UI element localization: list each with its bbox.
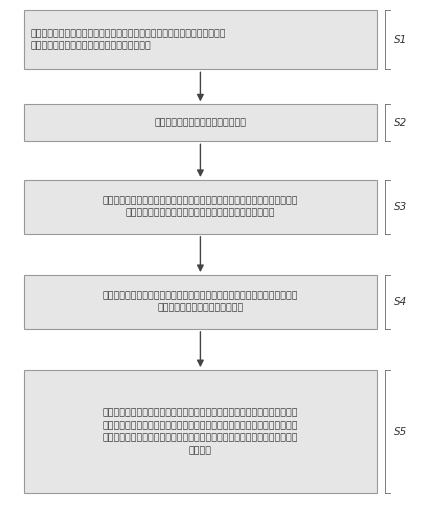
Text: S1: S1	[393, 35, 406, 45]
Text: 智能终端发送预订请求到云端服务器，云端服务器接收并处理请求，将锁定车
位信息发送到区域服务器，区域服务器转发到车位管理装置: 智能终端发送预订请求到云端服务器，云端服务器接收并处理请求，将锁定车 位信息发送…	[102, 196, 298, 217]
Text: 车位管理装置检测到车辆停车入库成功后向区域服务器发送计时开始信息，区
域服务器将计时开始信息发送到云端服务器，当车位管理装置检测到车辆驶离
车位，将区域服务器发: 车位管理装置检测到车辆停车入库成功后向区域服务器发送计时开始信息，区 域服务器将…	[102, 409, 298, 455]
Text: 车位管理装置执行锁定车位命令，并将已执行锁定命令发送到区域服务器，区
域服务器将命令转发到云端服务器: 车位管理装置执行锁定车位命令，并将已执行锁定命令发送到区域服务器，区 域服务器将…	[102, 291, 298, 313]
Bar	[24, 10, 376, 69]
Text: S5: S5	[393, 427, 406, 437]
Bar	[24, 180, 376, 234]
Text: S3: S3	[393, 202, 406, 212]
Text: 智能终端查询欲停车位，预存停车费: 智能终端查询欲停车位，预存停车费	[154, 118, 246, 127]
Bar	[24, 275, 376, 329]
Text: 车位管理装置将检测到的车位状态信息上传到区域服务器，区域服务器转发信
息到云端服务器，云端服务器对外发布车位信息: 车位管理装置将检测到的车位状态信息上传到区域服务器，区域服务器转发信 息到云端服…	[30, 29, 225, 50]
Bar	[24, 370, 376, 493]
Bar	[24, 104, 376, 141]
Text: S2: S2	[393, 118, 406, 128]
Text: S4: S4	[393, 297, 406, 307]
